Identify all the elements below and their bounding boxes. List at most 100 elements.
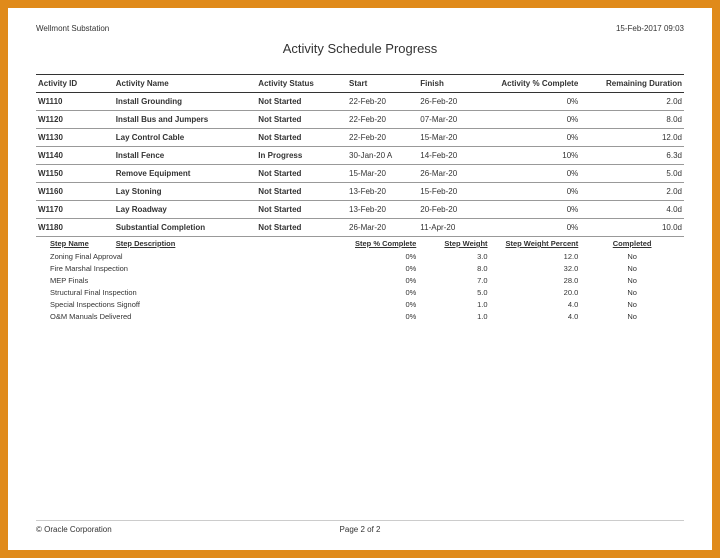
cell-activity-id: W1120 bbox=[36, 111, 114, 129]
cell-activity-name: Remove Equipment bbox=[114, 165, 257, 183]
cell-start: 13-Feb-20 bbox=[347, 201, 418, 219]
table-row: W1110Install GroundingNot Started22-Feb-… bbox=[36, 93, 684, 111]
cell-start: 30-Jan-20 A bbox=[347, 147, 418, 165]
cell-duration: 8.0d bbox=[580, 111, 684, 129]
step-row: MEP Finals0%7.028.0No bbox=[36, 274, 684, 286]
cell-activity-name: Lay Control Cable bbox=[114, 129, 257, 147]
col-step-weight-pct: Step Weight Percent bbox=[490, 237, 581, 251]
cell-step-wpct: 32.0 bbox=[490, 262, 581, 274]
cell-step-weight: 8.0 bbox=[418, 262, 489, 274]
activity-table: Activity ID Activity Name Activity Statu… bbox=[36, 74, 684, 322]
cell-step-weight: 1.0 bbox=[418, 298, 489, 310]
cell-start: 22-Feb-20 bbox=[347, 93, 418, 111]
step-row: O&M Manuals Delivered0%1.04.0No bbox=[36, 310, 684, 322]
cell-activity-name: Substantial Completion bbox=[114, 219, 257, 237]
cell-duration: 2.0d bbox=[580, 183, 684, 201]
cell-step-pct: 0% bbox=[347, 286, 418, 298]
col-activity-name: Activity Name bbox=[114, 75, 257, 93]
col-step-description: Step Description bbox=[114, 237, 347, 251]
cell-activity-id: W1180 bbox=[36, 219, 114, 237]
cell-finish: 26-Feb-20 bbox=[418, 93, 489, 111]
cell-activity-status: Not Started bbox=[256, 93, 347, 111]
cell-duration: 6.3d bbox=[580, 147, 684, 165]
col-step-weight: Step Weight bbox=[418, 237, 489, 251]
page-header: Wellmont Substation 15-Feb-2017 09:03 bbox=[36, 24, 684, 33]
cell-step-name: Special Inspections Signoff bbox=[36, 298, 347, 310]
col-activity-status: Activity Status bbox=[256, 75, 347, 93]
print-timestamp: 15-Feb-2017 09:03 bbox=[616, 24, 684, 33]
cell-start: 26-Mar-20 bbox=[347, 219, 418, 237]
cell-activity-id: W1170 bbox=[36, 201, 114, 219]
cell-step-wpct: 12.0 bbox=[490, 250, 581, 262]
report-page: Wellmont Substation 15-Feb-2017 09:03 Ac… bbox=[8, 8, 712, 550]
cell-activity-name: Install Bus and Jumpers bbox=[114, 111, 257, 129]
cell-start: 22-Feb-20 bbox=[347, 111, 418, 129]
cell-step-completed: No bbox=[580, 310, 684, 322]
cell-step-name: Fire Marshal Inspection bbox=[36, 262, 347, 274]
cell-activity-status: Not Started bbox=[256, 201, 347, 219]
cell-finish: 14-Feb-20 bbox=[418, 147, 489, 165]
col-activity-id: Activity ID bbox=[36, 75, 114, 93]
step-row: Zoning Final Approval0%3.012.0No bbox=[36, 250, 684, 262]
cell-activity-name: Install Grounding bbox=[114, 93, 257, 111]
cell-activity-name: Lay Stoning bbox=[114, 183, 257, 201]
cell-step-pct: 0% bbox=[347, 298, 418, 310]
cell-activity-id: W1150 bbox=[36, 165, 114, 183]
cell-step-name: Structural Final Inspection bbox=[36, 286, 347, 298]
cell-step-pct: 0% bbox=[347, 310, 418, 322]
cell-step-weight: 5.0 bbox=[418, 286, 489, 298]
table-row: W1180Substantial CompletionNot Started26… bbox=[36, 219, 684, 237]
cell-pct: 0% bbox=[490, 201, 581, 219]
footer-copyright: © Oracle Corporation bbox=[36, 525, 112, 534]
cell-step-weight: 3.0 bbox=[418, 250, 489, 262]
report-frame: Wellmont Substation 15-Feb-2017 09:03 Ac… bbox=[0, 0, 720, 558]
step-row: Fire Marshal Inspection0%8.032.0No bbox=[36, 262, 684, 274]
cell-step-completed: No bbox=[580, 286, 684, 298]
cell-start: 13-Feb-20 bbox=[347, 183, 418, 201]
cell-step-name: O&M Manuals Delivered bbox=[36, 310, 347, 322]
cell-pct: 0% bbox=[490, 165, 581, 183]
cell-activity-name: Lay Roadway bbox=[114, 201, 257, 219]
table-row: W1130Lay Control CableNot Started22-Feb-… bbox=[36, 129, 684, 147]
step-row: Special Inspections Signoff0%1.04.0No bbox=[36, 298, 684, 310]
cell-duration: 5.0d bbox=[580, 165, 684, 183]
cell-step-completed: No bbox=[580, 298, 684, 310]
cell-activity-status: Not Started bbox=[256, 165, 347, 183]
cell-activity-id: W1130 bbox=[36, 129, 114, 147]
cell-step-completed: No bbox=[580, 262, 684, 274]
cell-activity-status: Not Started bbox=[256, 129, 347, 147]
cell-step-wpct: 4.0 bbox=[490, 310, 581, 322]
cell-finish: 11-Apr-20 bbox=[418, 219, 489, 237]
cell-start: 22-Feb-20 bbox=[347, 129, 418, 147]
table-row: W1140Install FenceIn Progress30-Jan-20 A… bbox=[36, 147, 684, 165]
cell-step-name: MEP Finals bbox=[36, 274, 347, 286]
cell-step-wpct: 28.0 bbox=[490, 274, 581, 286]
footer-page-number: Page 2 of 2 bbox=[340, 525, 381, 534]
cell-activity-status: Not Started bbox=[256, 111, 347, 129]
table-row: W1120Install Bus and JumpersNot Started2… bbox=[36, 111, 684, 129]
table-header-row: Activity ID Activity Name Activity Statu… bbox=[36, 75, 684, 93]
cell-pct: 0% bbox=[490, 111, 581, 129]
cell-start: 15-Mar-20 bbox=[347, 165, 418, 183]
cell-finish: 15-Feb-20 bbox=[418, 183, 489, 201]
cell-pct: 0% bbox=[490, 129, 581, 147]
cell-activity-status: Not Started bbox=[256, 183, 347, 201]
cell-step-completed: No bbox=[580, 274, 684, 286]
step-row: Structural Final Inspection0%5.020.0No bbox=[36, 286, 684, 298]
cell-finish: 07-Mar-20 bbox=[418, 111, 489, 129]
cell-finish: 20-Feb-20 bbox=[418, 201, 489, 219]
cell-finish: 15-Mar-20 bbox=[418, 129, 489, 147]
col-step-pct: Step % Complete bbox=[347, 237, 418, 251]
cell-step-wpct: 4.0 bbox=[490, 298, 581, 310]
cell-pct: 0% bbox=[490, 183, 581, 201]
table-row: W1160Lay StoningNot Started13-Feb-2015-F… bbox=[36, 183, 684, 201]
cell-pct: 0% bbox=[490, 219, 581, 237]
cell-step-pct: 0% bbox=[347, 250, 418, 262]
cell-step-name: Zoning Final Approval bbox=[36, 250, 347, 262]
col-start: Start bbox=[347, 75, 418, 93]
col-pct-complete: Activity % Complete bbox=[490, 75, 581, 93]
cell-step-pct: 0% bbox=[347, 274, 418, 286]
cell-step-pct: 0% bbox=[347, 262, 418, 274]
table-row: W1150Remove EquipmentNot Started15-Mar-2… bbox=[36, 165, 684, 183]
cell-duration: 2.0d bbox=[580, 93, 684, 111]
